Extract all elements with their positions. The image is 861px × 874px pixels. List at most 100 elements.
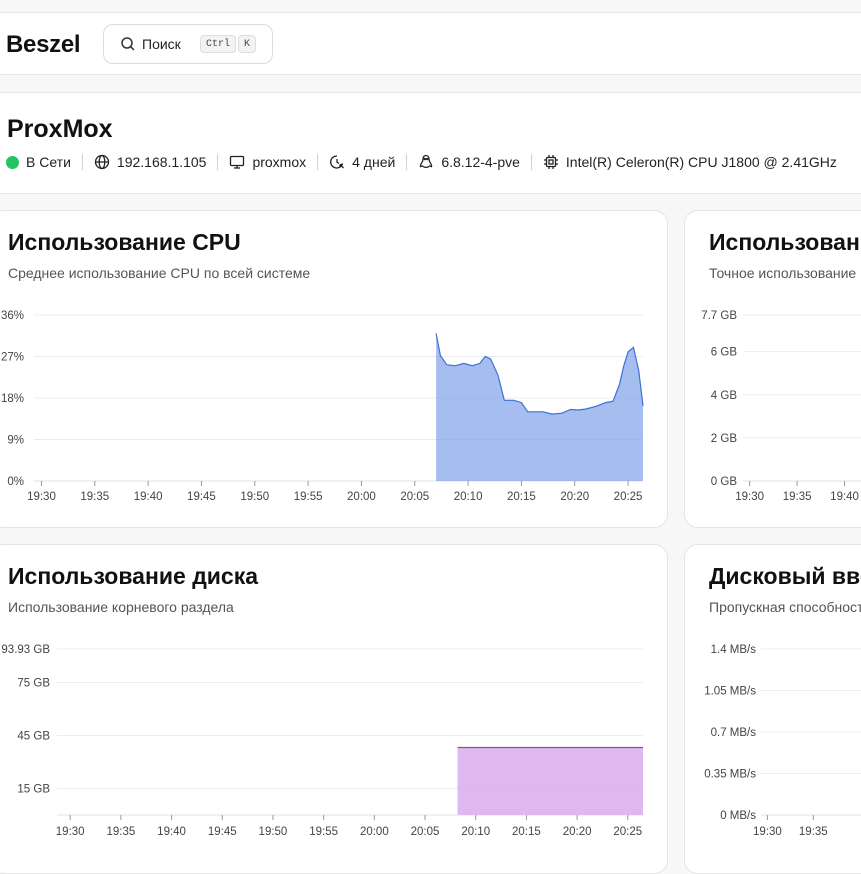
y-tick-label: 0.7 MB/s [711,727,757,739]
monitor-icon [230,155,245,169]
card-title: Использование диска [8,563,259,589]
y-tick-label: 15 GB [17,783,50,795]
search-button[interactable]: Поиск Ctrl K [103,24,273,64]
linux-tux-icon [420,154,433,169]
ip-address: 192.168.1.105 [116,154,207,170]
ip-item: 192.168.1.105 [94,154,207,170]
globe-icon [94,154,110,170]
x-tick-label: 19:35 [80,491,109,503]
kernel-item: 6.8.12-4-pve [418,154,520,170]
search-label: Поиск [142,36,181,52]
card-subtitle: Использование корневого раздела [8,599,234,615]
y-tick-label: 93.93 GB [1,644,50,656]
y-tick-label: 1.4 MB/s [711,644,757,656]
x-tick-label: 20:25 [614,491,643,503]
y-tick-label: 2 GB [711,433,738,445]
card-subtitle: Среднее использование CPU по всей систем… [8,265,311,281]
app-logo[interactable]: Beszel [6,31,81,58]
x-tick-label: 19:40 [157,826,186,838]
divider [317,154,319,170]
x-tick-label: 20:15 [507,491,536,503]
divider [81,154,83,170]
x-tick-label: 20:15 [512,826,541,838]
x-tick-label: 19:30 [735,491,764,503]
cpu-model: Intel(R) Celeron(R) CPU J1800 @ 2.41GHz [565,154,837,170]
search-icon [121,37,135,51]
x-tick-label: 19:35 [799,826,828,838]
memory-usage-card: Использование памяти Точное использовани… [684,210,861,528]
cpu-usage-chart[interactable]: 36% 27% 18% 9% 0%19:30 19:35 19:40 19:45 19:50 19… [0,211,668,528]
x-tick-label: 20:10 [454,491,483,503]
x-tick-label: 19:45 [208,826,237,838]
series-area [457,747,643,815]
y-tick-label: 0 GB [711,476,738,488]
y-tick-label: 0.35 MB/s [704,769,756,781]
x-tick-label: 20:05 [400,491,429,503]
y-tick-label: 0 MB/s [720,810,756,822]
x-tick-label: 20:25 [613,826,642,838]
x-tick-label: 19:35 [106,826,135,838]
x-tick-label: 19:30 [56,826,85,838]
x-tick-label: 20:05 [411,826,440,838]
y-tick-label: 7.7 GB [701,310,737,322]
cpu-chip-icon [543,155,558,169]
cpu-usage-card: Использование CPU Среднее использование … [0,210,668,528]
card-title: Дисковый ввод/вывод [709,563,861,589]
x-tick-label: 20:00 [360,826,389,838]
x-tick-label: 20:20 [563,826,592,838]
y-tick-label: 9% [7,435,24,447]
x-tick-label: 19:40 [134,491,163,503]
x-tick-label: 19:45 [187,491,216,503]
shortcut-ctrl-key: Ctrl [200,35,237,53]
x-tick-label: 19:55 [309,826,338,838]
disk-usage-chart[interactable]: 93.93 GB 75 GB 45 GB 15 GB 19:30 19:35 19:40 19… [0,545,668,874]
card-subtitle: Точное использование [709,265,857,281]
hostname-item: proxmox [229,154,306,170]
y-tick-label: 27% [1,352,24,364]
y-tick-label: 1.05 MB/s [704,686,756,698]
y-tick-label: 18% [1,393,24,405]
system-meta-row: В Сети 192.168.1.105 proxmox 4 дней [6,154,837,170]
divider [217,154,219,170]
series-area [436,333,643,481]
y-tick-label: 0% [7,476,24,488]
kernel-version: 6.8.12-4-pve [441,154,520,170]
y-tick-label: 4 GB [711,390,738,402]
disk-io-card: Дисковый ввод/вывод Пропускная способнос… [684,544,861,874]
disk-usage-card: Использование диска Использование корнев… [0,544,668,874]
uptime-item: 4 дней [329,154,395,170]
disk-io-chart[interactable]: 1.4 MB/s 1.05 MB/s 0.7 MB/s 0.35 MB/s 0 MB/s… [685,545,861,874]
status-item: В Сети [6,154,71,170]
y-tick-label: 36% [1,310,24,322]
x-tick-label: 19:30 [753,826,782,838]
shortcut-k-key: K [238,35,257,53]
system-name: ProxMox [7,115,113,143]
top-navbar: Beszel Поиск Ctrl K [0,12,861,75]
y-tick-label: 75 GB [17,677,50,689]
x-tick-label: 19:55 [294,491,323,503]
x-tick-label: 19:35 [783,491,812,503]
x-tick-label: 20:10 [461,826,490,838]
clock-arrow-icon [330,155,345,169]
y-tick-label: 45 GB [17,730,50,742]
card-subtitle: Пропускная способность [709,599,861,615]
divider [406,154,408,170]
x-tick-label: 19:50 [240,491,269,503]
x-tick-label: 19:30 [27,491,56,503]
card-title: Использование памяти [709,229,861,255]
status-dot-icon [6,155,19,169]
cpu-model-item: Intel(R) Celeron(R) CPU J1800 @ 2.41GHz [543,154,837,170]
hostname: proxmox [252,154,307,170]
uptime: 4 дней [352,154,396,170]
series-line [435,333,644,415]
system-info-panel: ProxMox В Сети 192.168.1.105 proxmox 4 д… [0,92,861,194]
card-title: Использование CPU [8,229,241,255]
x-tick-label: 19:40 [830,491,859,503]
x-tick-label: 19:50 [259,826,288,838]
x-tick-label: 20:20 [560,491,589,503]
status-text: В Сети [26,154,71,170]
divider [530,154,532,170]
y-tick-label: 6 GB [711,347,738,359]
x-tick-label: 20:00 [347,491,376,503]
memory-usage-chart[interactable]: 7.7 GB 6 GB 4 GB 2 GB 0 GB 19:30 19:35 19:40 [685,211,861,528]
